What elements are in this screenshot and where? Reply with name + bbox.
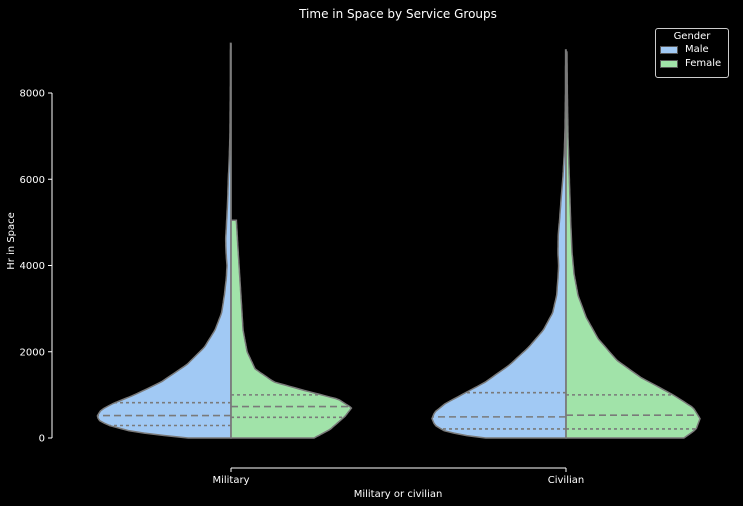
violin-half-male-civilian	[431, 49, 567, 439]
y-tick-label: 2000	[20, 347, 45, 358]
x-axis-label: Military or civilian	[354, 489, 443, 500]
legend-entry-male: Male	[660, 43, 728, 56]
x-tick-label-civilian: Civilian	[548, 475, 584, 486]
legend-label-male: Male	[685, 44, 709, 55]
violin-half-female-civilian	[565, 51, 701, 439]
y-tick-label: 6000	[20, 175, 45, 186]
legend-label-female: Female	[685, 58, 722, 69]
legend-entry-female: Female	[660, 57, 728, 70]
y-axis: 0 2000 4000 6000 8000	[20, 89, 53, 445]
y-tick-label: 4000	[20, 261, 45, 272]
x-axis: Military Civilian	[212, 467, 584, 486]
legend-swatch-female	[660, 59, 678, 68]
violin-half-female-military	[230, 219, 353, 439]
y-axis-label: Hr in Space	[6, 212, 17, 270]
y-tick-label: 8000	[20, 89, 45, 100]
chart-title: Time in Space by Service Groups	[298, 7, 497, 21]
violin-plot-area	[96, 42, 701, 439]
violin-half-male-military	[96, 42, 232, 439]
y-tick-label: 0	[39, 434, 45, 445]
legend-title: Gender	[673, 31, 711, 42]
x-tick-label-military: Military	[212, 475, 249, 486]
legend: Gender Male Female	[655, 28, 729, 78]
legend-swatch-male	[660, 45, 678, 54]
